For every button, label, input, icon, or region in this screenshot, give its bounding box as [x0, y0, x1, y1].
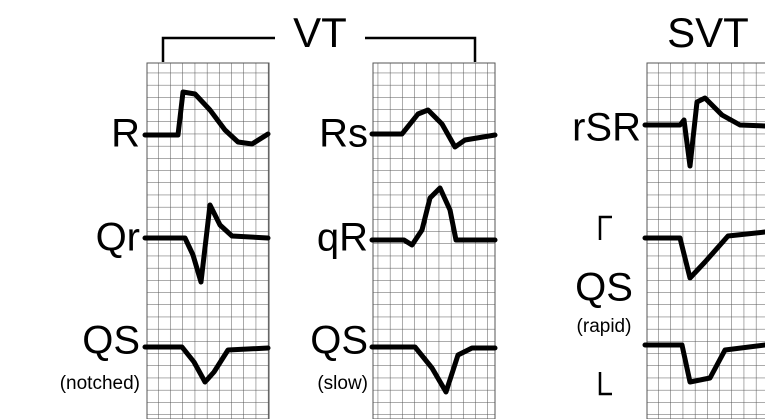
waveform — [142, 202, 271, 285]
waveform — [142, 344, 271, 385]
morph-label: rSR — [572, 106, 641, 150]
group-title: SVT — [667, 9, 749, 56]
morph-note: (slow) — [317, 373, 368, 394]
grid-panel — [646, 62, 765, 419]
morph-label: Rs — [319, 112, 368, 156]
group-title: VT — [293, 9, 347, 56]
morph-label: QS — [310, 319, 368, 363]
waveform — [369, 107, 498, 150]
morph-label: QS — [82, 319, 140, 363]
waveform — [369, 185, 498, 248]
morph-note: (rapid) — [577, 316, 632, 337]
waveform — [369, 344, 498, 395]
waveforms — [142, 89, 765, 395]
morph-label: R — [111, 112, 140, 156]
vt-bracket — [161, 36, 477, 62]
waveform — [642, 95, 765, 169]
morph-label: Qr — [96, 216, 140, 260]
waveform — [142, 89, 271, 147]
morph-label: qR — [317, 216, 368, 260]
waveform — [642, 229, 765, 281]
morph-label: QS — [575, 266, 633, 310]
svt-bracket — [598, 215, 612, 396]
morph-note: (notched) — [60, 373, 140, 394]
waveform — [642, 342, 765, 385]
